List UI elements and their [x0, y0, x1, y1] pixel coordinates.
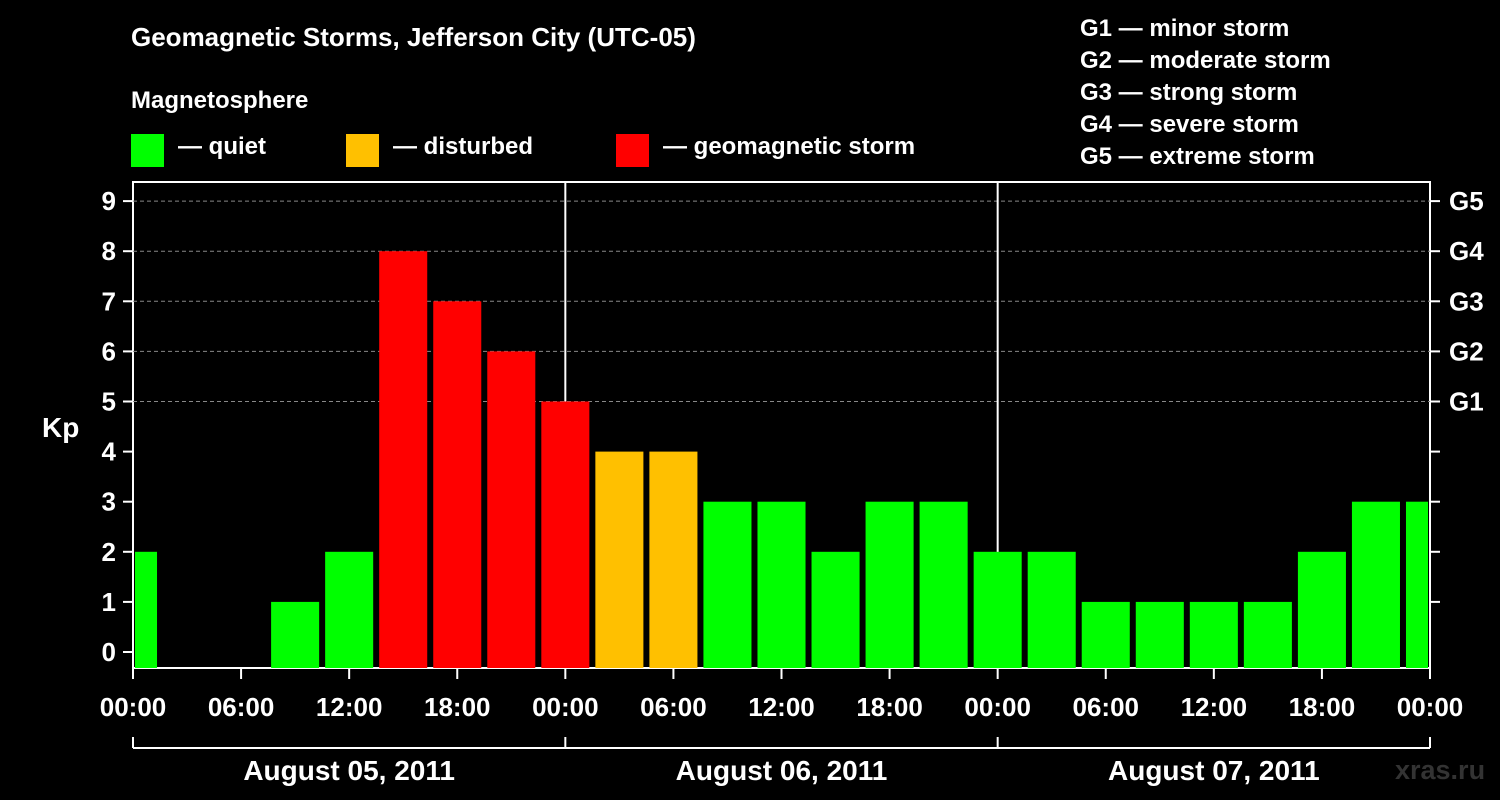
x-tick-label: 00:00 [1397, 692, 1464, 722]
day-label: August 05, 2011 [243, 755, 455, 786]
g-legend-g1: G1 — minor storm [1080, 15, 1290, 42]
g-legend-g4: G4 — severe storm [1080, 111, 1299, 138]
kp-bar [379, 251, 428, 668]
kp-bar [1243, 601, 1292, 668]
kp-bar [1297, 551, 1346, 668]
y-tick-label: 0 [102, 637, 116, 667]
day-label: August 07, 2011 [1108, 755, 1320, 786]
day-label: August 06, 2011 [676, 755, 888, 786]
kp-bar [1351, 501, 1400, 668]
kp-bar [1189, 601, 1238, 668]
chart-title: Geomagnetic Storms, Jefferson City (UTC-… [131, 22, 696, 52]
credit-watermark: xras.ru [1395, 755, 1486, 785]
kp-bar [1081, 601, 1130, 668]
kp-bar [1135, 601, 1184, 668]
legend-label-storm: — geomagnetic storm [663, 133, 916, 160]
g-legend-g2: G2 — moderate storm [1080, 47, 1331, 74]
kp-bar [757, 501, 806, 668]
kp-bar [1405, 501, 1428, 668]
kp-bar [541, 401, 590, 668]
kp-bar [487, 351, 536, 668]
kp-bar [865, 501, 914, 668]
x-tick-label: 12:00 [316, 692, 383, 722]
kp-bar [919, 501, 968, 668]
x-tick-label: 00:00 [964, 692, 1031, 722]
y-tick-label: 7 [102, 286, 116, 316]
right-tick-label: G5 [1449, 186, 1484, 216]
y-tick-label: 9 [102, 186, 116, 216]
kp-bar [703, 501, 752, 668]
x-tick-label: 18:00 [424, 692, 491, 722]
x-tick-label: 06:00 [208, 692, 275, 722]
kp-bar [325, 551, 374, 668]
legend-label-disturbed: — disturbed [393, 133, 534, 160]
legend-swatch-storm [616, 134, 649, 167]
chart-subtitle: Magnetosphere [131, 87, 309, 114]
legend-swatch-disturbed [346, 134, 379, 167]
y-tick-label: 6 [102, 336, 116, 366]
y-tick-label: 3 [102, 487, 116, 517]
x-tick-label: 12:00 [1181, 692, 1248, 722]
kp-bar [649, 451, 698, 668]
kp-bar [135, 551, 158, 668]
y-axis-label: Kp [42, 412, 79, 443]
kp-bar [433, 301, 482, 668]
kp-bar [595, 451, 644, 668]
x-tick-label: 18:00 [856, 692, 923, 722]
y-tick-label: 8 [102, 236, 116, 266]
legend-label-quiet: — quiet [178, 133, 266, 160]
g-legend-g3: G3 — strong storm [1080, 79, 1298, 106]
kp-bar [973, 551, 1022, 668]
x-tick-label: 00:00 [100, 692, 167, 722]
x-tick-label: 00:00 [532, 692, 599, 722]
y-tick-label: 5 [102, 387, 116, 417]
kp-bar [271, 601, 320, 668]
y-tick-label: 2 [102, 537, 116, 567]
x-tick-label: 12:00 [748, 692, 815, 722]
x-tick-label: 06:00 [640, 692, 707, 722]
y-tick-label: 4 [102, 437, 117, 467]
g-legend-g5: G5 — extreme storm [1080, 143, 1315, 170]
right-tick-label: G1 [1449, 387, 1484, 417]
y-tick-label: 1 [102, 587, 116, 617]
kp-bar [811, 551, 860, 668]
kp-bar [1027, 551, 1076, 668]
legend-swatch-quiet [131, 134, 164, 167]
right-tick-label: G4 [1449, 236, 1484, 266]
right-tick-label: G2 [1449, 336, 1484, 366]
x-tick-label: 18:00 [1289, 692, 1356, 722]
x-tick-label: 06:00 [1073, 692, 1140, 722]
right-tick-label: G3 [1449, 286, 1484, 316]
